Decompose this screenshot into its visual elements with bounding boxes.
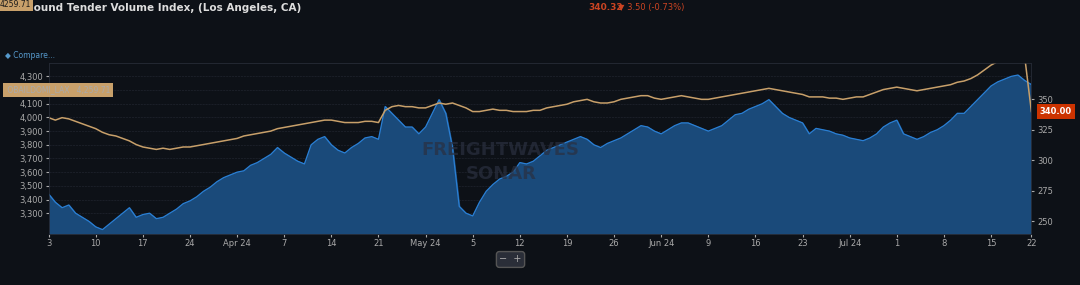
Text: FREIGHTWAVES
SONAR: FREIGHTWAVES SONAR	[421, 141, 580, 183]
Text: ◆ Compare...: ◆ Compare...	[5, 51, 55, 60]
Text: 340.32: 340.32	[589, 3, 623, 12]
Text: Outbound Tender Volume Index, (Los Angeles, CA): Outbound Tender Volume Index, (Los Angel…	[5, 3, 301, 13]
Text: 340.00: 340.00	[1040, 107, 1071, 116]
Text: ▼ 3.50 (-0.73%): ▼ 3.50 (-0.73%)	[618, 3, 684, 12]
Text: 4259.71: 4259.71	[0, 0, 31, 9]
Text: OBAILDOMI_LAX   4,259.71: OBAILDOMI_LAX 4,259.71	[5, 86, 111, 95]
Text: −  +: − +	[499, 255, 522, 264]
